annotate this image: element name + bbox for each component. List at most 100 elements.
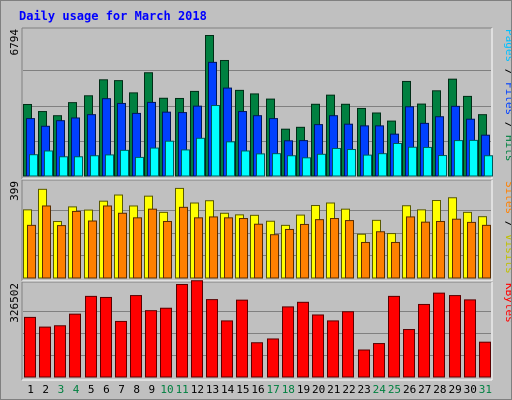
bar-sites-day-13	[209, 216, 218, 279]
bar-sites-day-1	[27, 224, 36, 279]
x-tick-label-day-18: 18	[282, 383, 295, 396]
bar-sites-day-26	[406, 216, 415, 279]
bar-pages-day-3	[59, 156, 68, 177]
bar-kbytes-day-8	[130, 295, 142, 378]
bar-pages-day-15	[241, 150, 250, 177]
bar-sites-day-30	[467, 221, 476, 279]
x-tick-label-day-22: 22	[342, 383, 355, 396]
visits-panel: 399 Sites / Visits	[8, 179, 511, 282]
bar-kbytes-day-27	[418, 303, 430, 378]
kbytes-panel: 326502 KBytes	[8, 280, 511, 381]
bar-sites-day-7	[118, 212, 127, 279]
bar-sites-day-6	[103, 205, 112, 279]
x-tick-label-day-12: 12	[191, 383, 204, 396]
bar-kbytes-day-30	[464, 299, 476, 378]
bar-kbytes-day-18	[282, 306, 294, 378]
bar-kbytes-day-23	[358, 349, 370, 378]
bar-sites-day-10	[163, 220, 172, 279]
bar-pages-day-11	[181, 149, 190, 177]
bar-pages-day-22	[347, 149, 356, 177]
bar-kbytes-day-25	[388, 295, 400, 378]
bar-sites-day-3	[57, 225, 66, 279]
x-tick-label-day-24: 24	[373, 383, 387, 396]
bar-kbytes-day-1	[24, 316, 36, 378]
bar-pages-day-8	[135, 156, 144, 177]
bar-pages-day-4	[74, 156, 83, 177]
bar-pages-day-31	[484, 155, 493, 177]
bar-sites-day-22	[345, 220, 354, 279]
x-tick-label-day-26: 26	[403, 383, 416, 396]
x-tick-label-day-6: 6	[103, 383, 110, 396]
bar-kbytes-day-10	[160, 307, 172, 378]
bar-pages-day-21	[332, 147, 341, 177]
bar-kbytes-day-24	[373, 343, 385, 378]
bar-sites-day-8	[133, 217, 142, 279]
bar-kbytes-day-7	[115, 320, 127, 378]
bar-sites-day-17	[270, 234, 279, 279]
x-tick-label-day-28: 28	[433, 383, 446, 396]
bar-sites-day-23	[361, 241, 370, 279]
bar-pages-day-5	[90, 155, 99, 177]
bar-kbytes-day-2	[39, 326, 51, 378]
x-tick-label-day-27: 27	[418, 383, 431, 396]
bar-pages-day-27	[423, 146, 432, 177]
series-legend: KBytes	[503, 283, 511, 323]
bar-sites-day-15	[239, 218, 248, 279]
bar-pages-day-20	[317, 153, 326, 177]
bar-kbytes-day-5	[85, 295, 97, 378]
x-tick-label-day-31: 31	[479, 383, 492, 396]
x-tick-label-day-9: 9	[149, 383, 156, 396]
x-tick-label-day-23: 23	[358, 383, 371, 396]
bar-pages-day-13	[211, 105, 220, 177]
bar-sites-day-29	[452, 218, 461, 279]
bar-pages-day-23	[363, 154, 372, 177]
bar-pages-day-16	[256, 153, 265, 177]
bar-kbytes-day-28	[433, 292, 445, 378]
x-tick-label-day-14: 14	[221, 383, 235, 396]
bar-pages-day-26	[408, 146, 417, 177]
bar-pages-day-30	[469, 139, 478, 177]
x-tick-label-day-1: 1	[27, 383, 34, 396]
x-tick-label-day-17: 17	[267, 383, 280, 396]
bar-kbytes-day-12	[191, 280, 203, 378]
bar-sites-day-27	[421, 221, 430, 279]
x-tick-label-day-7: 7	[118, 383, 125, 396]
bar-pages-day-12	[196, 137, 205, 177]
bar-kbytes-day-14	[221, 320, 233, 378]
x-tick-label-day-11: 11	[176, 383, 189, 396]
x-tick-label-day-8: 8	[133, 383, 140, 396]
bar-sites-day-14	[224, 217, 233, 279]
series-legend: Sites / Visits	[503, 181, 511, 274]
bar-pages-day-28	[438, 155, 447, 177]
bar-kbytes-day-19	[297, 301, 309, 378]
bar-sites-day-9	[148, 208, 157, 279]
bar-pages-day-29	[454, 140, 463, 177]
bar-pages-day-19	[302, 157, 311, 177]
bar-pages-day-10	[165, 140, 174, 177]
bar-pages-day-25	[393, 143, 402, 177]
x-tick-label-day-19: 19	[297, 383, 310, 396]
bar-pages-day-1	[29, 154, 38, 177]
bar-pages-day-17	[272, 153, 281, 177]
x-tick-label-day-29: 29	[448, 383, 461, 396]
bar-kbytes-day-3	[54, 325, 66, 378]
bar-kbytes-day-22	[342, 311, 354, 378]
bar-kbytes-day-16	[251, 342, 263, 378]
x-tick-label-day-3: 3	[58, 383, 65, 396]
bar-kbytes-day-26	[403, 329, 415, 378]
bar-kbytes-day-31	[479, 341, 491, 378]
y-max-label: 326502	[8, 283, 21, 323]
bar-sites-day-24	[376, 231, 385, 279]
chart-title: Daily usage for March 2018	[19, 9, 207, 23]
hits-panel: 6794 Pages / Files / Hits	[8, 27, 511, 180]
x-tick-label-day-21: 21	[327, 383, 340, 396]
x-tick-label-day-10: 10	[160, 383, 173, 396]
x-tick-label-day-16: 16	[251, 383, 264, 396]
x-tick-label-day-25: 25	[388, 383, 401, 396]
bar-pages-day-24	[378, 153, 387, 177]
bar-pages-day-14	[226, 141, 235, 177]
x-tick-label-day-2: 2	[42, 383, 49, 396]
bar-sites-day-21	[330, 218, 339, 279]
